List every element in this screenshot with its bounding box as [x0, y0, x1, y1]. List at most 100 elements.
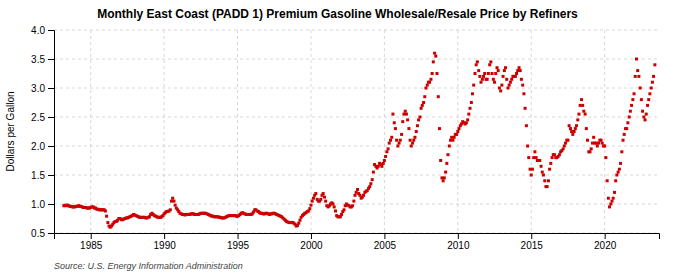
point — [413, 136, 416, 139]
point — [424, 87, 427, 90]
tick-mark — [384, 233, 385, 239]
point — [398, 142, 401, 145]
point — [522, 92, 525, 95]
tick-mark — [48, 30, 54, 31]
point — [470, 101, 473, 104]
point — [362, 194, 365, 197]
point — [407, 127, 410, 130]
point — [499, 89, 502, 92]
point — [334, 209, 337, 212]
point — [448, 145, 451, 148]
point — [488, 63, 491, 66]
tick-label: 1990 — [154, 240, 177, 251]
tick-label: 1.0 — [31, 199, 45, 210]
point — [105, 215, 108, 218]
point — [626, 121, 629, 124]
point — [174, 204, 177, 207]
point — [319, 198, 322, 201]
point — [323, 196, 326, 199]
point — [505, 78, 508, 81]
point — [494, 72, 497, 75]
point — [434, 55, 437, 58]
point — [308, 207, 311, 210]
point — [382, 162, 385, 165]
tick: 0.5 — [31, 228, 54, 239]
point — [609, 203, 612, 206]
point — [480, 81, 483, 84]
point — [631, 98, 634, 101]
point — [608, 205, 611, 208]
point — [603, 145, 606, 148]
point — [653, 63, 656, 66]
point — [171, 197, 174, 200]
tick-label: 2010 — [447, 240, 470, 251]
point — [371, 178, 374, 181]
point — [457, 127, 460, 130]
x-axis: 19851990199520002005201020152020 — [55, 233, 660, 251]
point — [496, 66, 499, 69]
point — [476, 60, 479, 63]
point — [472, 84, 475, 87]
point — [442, 179, 445, 182]
point — [611, 200, 614, 203]
point — [637, 75, 640, 78]
point — [493, 81, 496, 84]
point — [369, 182, 372, 185]
point — [415, 130, 418, 133]
point — [604, 156, 607, 159]
tick: 1.5 — [31, 170, 54, 181]
tick: 2015 — [521, 233, 544, 251]
grid-line — [54, 204, 659, 205]
point — [527, 156, 530, 159]
tick-label: 2020 — [594, 240, 617, 251]
point — [569, 127, 572, 130]
tick-mark — [164, 233, 165, 239]
point — [428, 81, 431, 84]
point — [475, 63, 478, 66]
axis-line — [48, 31, 55, 234]
point — [410, 145, 413, 148]
tick-mark — [48, 233, 54, 234]
point — [423, 95, 426, 98]
point — [599, 139, 602, 142]
point — [574, 127, 577, 130]
points — [62, 52, 656, 229]
point — [566, 139, 569, 142]
point — [622, 139, 625, 142]
point — [558, 153, 561, 156]
point — [311, 200, 314, 203]
point — [586, 139, 589, 142]
point — [530, 174, 533, 177]
point — [391, 113, 394, 116]
point — [503, 69, 506, 72]
point — [636, 69, 639, 72]
point — [422, 101, 425, 104]
point — [615, 174, 618, 177]
tick-label: 3.5 — [31, 54, 45, 65]
point — [648, 92, 651, 95]
tick-label: 1995 — [227, 240, 250, 251]
point — [651, 81, 654, 84]
source: Source: U.S. Energy Information Administ… — [54, 261, 243, 271]
tick-label: 4.0 — [31, 25, 45, 36]
point — [652, 75, 655, 78]
point — [634, 75, 637, 78]
point — [514, 75, 517, 78]
point — [322, 192, 325, 195]
tick-label: 2005 — [374, 240, 397, 251]
point — [387, 147, 390, 150]
point — [169, 208, 172, 211]
point — [518, 66, 521, 69]
tick: 2.5 — [31, 112, 54, 123]
point — [581, 104, 584, 107]
tick: 4.0 — [31, 25, 54, 36]
tick: 2005 — [374, 233, 397, 251]
tick-label: 2.0 — [31, 141, 45, 152]
point — [404, 110, 407, 113]
point — [399, 139, 402, 142]
point — [504, 66, 507, 69]
point — [309, 204, 312, 207]
point — [521, 84, 524, 87]
point — [531, 168, 534, 171]
point — [394, 127, 397, 130]
